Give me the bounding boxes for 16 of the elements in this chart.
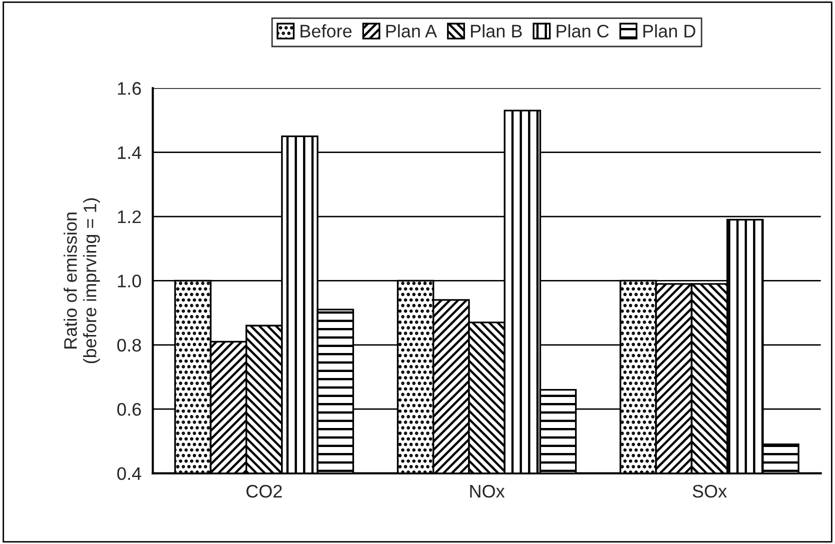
x-tick-label: NOx — [470, 484, 505, 498]
x-tick-label: CO2 — [246, 484, 282, 498]
legend-label: Plan B — [471, 24, 522, 38]
y-tick-label: 1.0 — [118, 274, 141, 288]
legend-label: Before — [300, 24, 352, 38]
legend-label: Plan C — [556, 24, 609, 38]
x-tick-label: SOx — [692, 484, 727, 498]
legend-label: Plan A — [386, 24, 438, 38]
y-tick-label: 0.8 — [117, 338, 141, 352]
y-tick-label: 1.4 — [118, 146, 142, 159]
y-tick-label: 1.6 — [118, 82, 141, 95]
y-tick-label: 0.6 — [117, 403, 141, 416]
y-axis-title: Ratio of emission (before imprving = 1) — [64, 198, 100, 364]
legend-label: Plan D — [643, 24, 696, 38]
y-tick-label: 0.4 — [117, 467, 142, 480]
y-tick-label: 1.2 — [118, 210, 141, 224]
